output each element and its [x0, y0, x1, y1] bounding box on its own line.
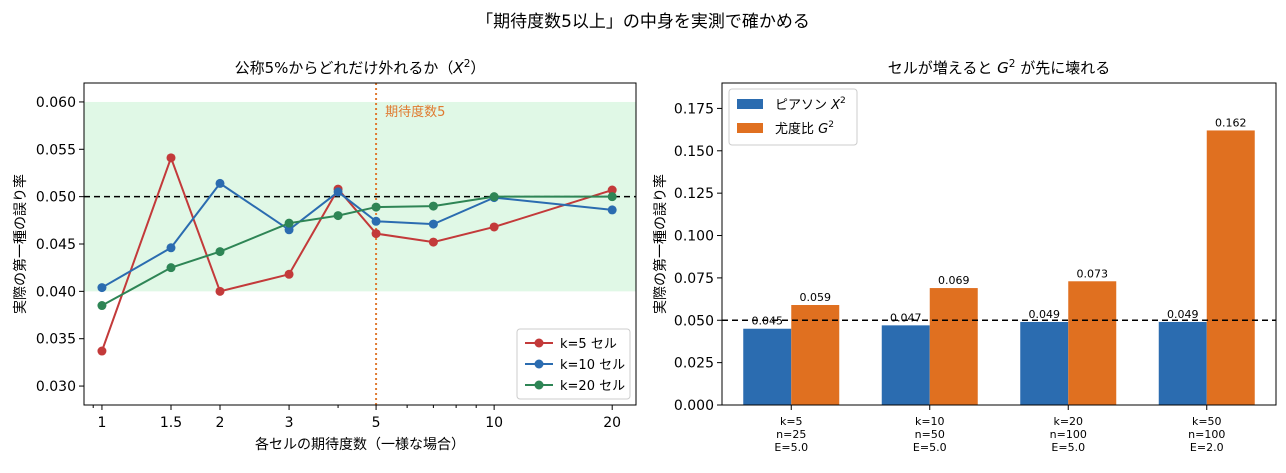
- x-axis-label: 各セルの期待度数（一様な場合）: [255, 437, 465, 453]
- y-tick-label: 0.055: [36, 142, 76, 158]
- legend-swatch: [737, 123, 763, 133]
- data-point: [97, 301, 107, 311]
- right-chart: 0.045 0.047 0.049 0.049 0.059 0.069 0.073 0.162…: [652, 58, 1277, 454]
- plot-frame: [721, 82, 1277, 406]
- bar-value-label: 0.045: [752, 315, 784, 328]
- data-point: [489, 222, 499, 232]
- y-axis-label: 実際の第一種の誤り率: [652, 174, 669, 314]
- legend-label: k=5 セル: [560, 337, 617, 352]
- legend-marker: [534, 359, 544, 369]
- y-tick-label: 0.000: [674, 398, 714, 414]
- y-tick-label: 0.060: [36, 95, 76, 111]
- y-tick-label: 0.050: [36, 190, 76, 206]
- y-tick-label: 0.175: [674, 101, 714, 117]
- data-point: [284, 225, 294, 235]
- x-tick-label: 1: [97, 415, 106, 431]
- bar-value-label: 0.069: [938, 274, 970, 287]
- x-tick-label: n=50: [915, 428, 945, 441]
- chart-title: 公称5%からどれだけ外れるか（X2）: [235, 58, 486, 77]
- x-tick-label: 2: [216, 415, 225, 431]
- bar-value-label: 0.059: [800, 291, 832, 304]
- data-point: [371, 229, 381, 239]
- bar: [1068, 281, 1117, 405]
- x-tick-label: k=10: [915, 415, 945, 428]
- data-point: [215, 286, 225, 296]
- legend-label: k=10 セル: [560, 358, 625, 373]
- bar: [743, 328, 792, 405]
- bar-value-label: 0.073: [1077, 267, 1109, 280]
- data-point: [166, 263, 176, 273]
- chart-title: セルが増えると G2 が先に壊れる: [888, 58, 1110, 77]
- data-point: [284, 269, 294, 279]
- bar: [1020, 321, 1069, 405]
- data-point: [284, 218, 294, 228]
- bar: [1206, 130, 1255, 405]
- y-tick-label: 0.075: [674, 271, 714, 287]
- data-point: [97, 346, 107, 356]
- data-point: [489, 192, 499, 202]
- x-tick-label: E=2.0: [1190, 441, 1224, 454]
- data-point: [166, 153, 176, 163]
- legend-swatch: [737, 99, 763, 109]
- bar: [929, 288, 978, 405]
- data-point: [428, 201, 438, 211]
- y-tick-label: 0.030: [36, 379, 76, 395]
- x-tick-label: k=50: [1192, 415, 1222, 428]
- legend-box: [516, 328, 631, 400]
- data-point: [215, 247, 225, 257]
- x-tick-label: 10: [485, 415, 503, 431]
- x-tick-label: n=25: [776, 428, 806, 441]
- legend-marker: [534, 380, 544, 390]
- data-point: [97, 283, 107, 293]
- y-tick-label: 0.150: [674, 144, 714, 160]
- bar: [791, 305, 840, 405]
- x-tick-label: n=100: [1050, 428, 1087, 441]
- data-point: [215, 178, 225, 188]
- data-point: [333, 187, 343, 197]
- y-tick-label: 0.040: [36, 284, 76, 300]
- data-point: [371, 202, 381, 212]
- legend-label: 尤度比 G2: [775, 120, 834, 137]
- bar-value-label: 0.049: [1167, 308, 1199, 321]
- x-tick-label: E=5.0: [1051, 441, 1085, 454]
- bar-value-label: 0.162: [1215, 116, 1247, 129]
- data-point: [428, 219, 438, 229]
- x-tick-label: k=5: [780, 415, 803, 428]
- bar-value-label: 0.047: [890, 311, 922, 324]
- y-tick-label: 0.045: [36, 237, 76, 253]
- legend-label: k=20 セル: [560, 379, 625, 394]
- data-point: [428, 237, 438, 247]
- y-axis-label: 実際の第一種の誤り率: [12, 174, 29, 314]
- y-tick-label: 0.125: [674, 186, 714, 202]
- x-tick-label: E=5.0: [774, 441, 808, 454]
- x-tick-label: 1.5: [160, 415, 182, 431]
- x-tick-label: E=5.0: [913, 441, 947, 454]
- x-tick-label: 5: [372, 415, 381, 431]
- legend-marker: [534, 338, 544, 348]
- y-tick-label: 0.035: [36, 332, 76, 348]
- x-tick-label: 3: [285, 415, 294, 431]
- data-point: [607, 192, 617, 202]
- y-tick-label: 0.050: [674, 313, 714, 329]
- data-point: [607, 185, 617, 195]
- figure-suptitle: 「期待度数5以上」の中身を実測で確かめる: [476, 12, 810, 32]
- data-point: [166, 243, 176, 253]
- data-point: [333, 211, 343, 221]
- left-chart: 期待度数5 0.030 0.035 0.040 0.045 0.050 0.055 0.060…: [12, 58, 637, 453]
- x-tick-label: 20: [603, 415, 621, 431]
- x-tick-label: n=100: [1188, 428, 1225, 441]
- bar-value-label: 0.049: [1029, 308, 1061, 321]
- bar: [881, 325, 930, 405]
- data-point: [607, 205, 617, 215]
- bar: [1158, 321, 1207, 405]
- x-tick-label: k=20: [1053, 415, 1083, 428]
- y-tick-label: 0.100: [674, 229, 714, 245]
- legend-label: ピアソン X2: [775, 96, 846, 113]
- y-tick-label: 0.025: [674, 356, 714, 372]
- data-point: [371, 216, 381, 226]
- vline-label: 期待度数5: [385, 104, 445, 120]
